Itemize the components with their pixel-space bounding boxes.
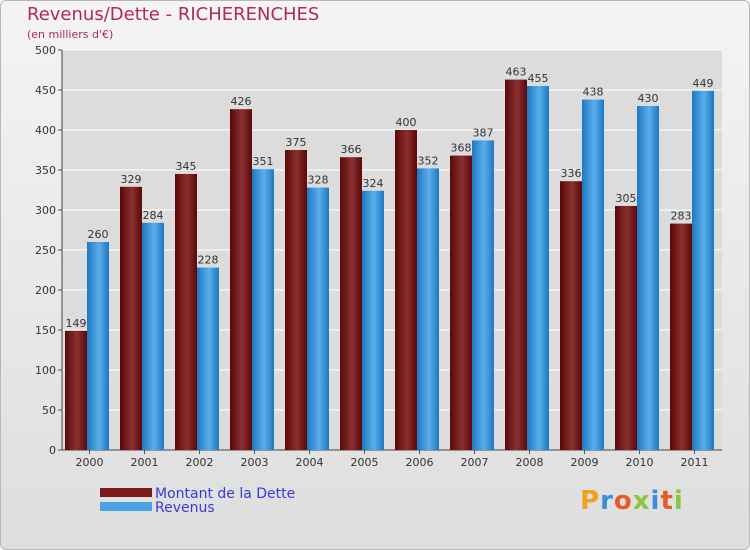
legend-label: Montant de la Dette xyxy=(155,486,295,502)
data-label: 329 xyxy=(121,173,142,186)
y-tick-label: 350 xyxy=(35,164,56,177)
y-tick-label: 400 xyxy=(35,124,56,137)
data-label: 283 xyxy=(671,210,692,223)
chart-title: Revenus/Dette - RICHERENCHES xyxy=(27,4,320,25)
logo-letter: x xyxy=(632,486,651,516)
y-tick-label: 500 xyxy=(35,44,56,57)
logo-letter: i xyxy=(673,486,684,516)
bar-revenus xyxy=(527,86,549,450)
y-tick-label: 450 xyxy=(35,84,56,97)
data-label: 336 xyxy=(561,167,582,180)
bar-dette xyxy=(560,181,582,450)
bar-dette xyxy=(120,186,142,451)
bar-revenus xyxy=(417,168,439,450)
x-tick-label: 2009 xyxy=(571,456,599,469)
bar-dette xyxy=(395,130,417,450)
bar-revenus xyxy=(472,140,494,450)
data-label: 305 xyxy=(616,192,637,205)
x-tick-label: 2008 xyxy=(516,456,544,469)
x-tick-label: 2005 xyxy=(351,456,379,469)
x-tick-label: 2006 xyxy=(406,456,434,469)
bar-revenus xyxy=(252,169,274,450)
chart-subtitle: (en milliers d'€) xyxy=(27,28,114,41)
y-tick-label: 250 xyxy=(35,244,56,257)
data-label: 260 xyxy=(88,228,109,241)
logo-letter: r xyxy=(600,486,614,516)
y-tick-label: 50 xyxy=(42,404,56,417)
bar-revenus xyxy=(142,222,164,450)
data-label: 324 xyxy=(363,177,384,190)
data-label: 426 xyxy=(231,95,252,108)
logo-letter: P xyxy=(580,486,601,516)
data-label: 228 xyxy=(198,254,219,267)
x-tick-label: 2010 xyxy=(626,456,654,469)
data-label: 455 xyxy=(528,72,549,85)
logo-letter: o xyxy=(613,486,633,516)
bar-dette xyxy=(230,109,252,450)
bar-dette xyxy=(175,174,197,450)
bar-dette xyxy=(65,330,87,450)
bar-dette xyxy=(285,150,307,450)
data-label: 463 xyxy=(506,66,527,79)
x-tick-label: 2000 xyxy=(76,456,104,469)
bar-dette xyxy=(615,206,637,450)
bar-revenus xyxy=(307,187,329,450)
bar-revenus xyxy=(87,242,109,450)
data-label: 430 xyxy=(638,92,659,105)
x-tick-label: 2001 xyxy=(131,456,159,469)
data-label: 149 xyxy=(66,317,87,330)
y-tick-label: 100 xyxy=(35,364,56,377)
x-tick-label: 2011 xyxy=(681,456,709,469)
data-label: 400 xyxy=(396,116,417,129)
data-label: 284 xyxy=(143,209,164,222)
x-tick-label: 2002 xyxy=(186,456,214,469)
bar-revenus xyxy=(362,190,384,451)
x-tick-label: 2003 xyxy=(241,456,269,469)
proxiti-logo: Proxiti xyxy=(580,486,684,516)
data-label: 328 xyxy=(308,174,329,187)
data-label: 387 xyxy=(473,126,494,139)
bar-dette xyxy=(670,223,692,450)
data-label: 368 xyxy=(451,142,472,155)
bar-dette xyxy=(450,155,472,450)
data-label: 351 xyxy=(253,155,274,168)
y-tick-label: 200 xyxy=(35,284,56,297)
logo-letter: i xyxy=(650,486,661,516)
data-label: 375 xyxy=(286,136,307,149)
legend-swatch xyxy=(100,488,152,497)
y-tick-label: 300 xyxy=(35,204,56,217)
bar-dette xyxy=(505,79,527,450)
data-label: 352 xyxy=(418,154,439,167)
bar-revenus xyxy=(197,267,219,450)
data-label: 366 xyxy=(341,143,362,156)
data-label: 345 xyxy=(176,160,197,173)
data-label: 438 xyxy=(583,86,604,99)
legend-swatch xyxy=(100,502,152,511)
legend-label: Revenus xyxy=(155,500,215,516)
bar-revenus xyxy=(692,90,714,451)
logo-letter: t xyxy=(660,486,674,516)
data-label: 449 xyxy=(693,77,714,90)
bar-revenus xyxy=(637,106,659,450)
y-tick-label: 150 xyxy=(35,324,56,337)
y-tick-label: 0 xyxy=(49,444,56,457)
x-tick-label: 2007 xyxy=(461,456,489,469)
bar-dette xyxy=(340,157,362,450)
x-tick-label: 2004 xyxy=(296,456,324,469)
bar-revenus xyxy=(582,99,604,450)
